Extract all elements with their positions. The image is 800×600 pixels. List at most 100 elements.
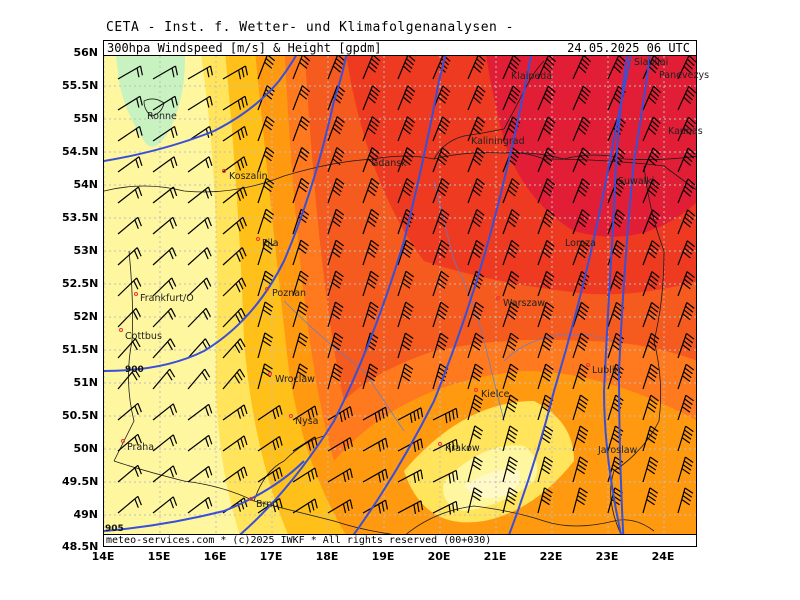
barb-feather — [236, 371, 243, 381]
barb-feather — [648, 278, 657, 286]
map-valid-time: 24.05.2025 06 UTC — [567, 41, 690, 55]
wind-barb — [467, 363, 484, 390]
barb-feather — [385, 407, 389, 417]
barb-feather — [452, 441, 455, 451]
wind-barb — [572, 363, 589, 390]
barb-feather — [301, 116, 310, 123]
barb-feather — [507, 251, 516, 259]
barb-feather — [578, 460, 588, 467]
barb-feather — [650, 394, 659, 402]
wind-barb — [467, 116, 486, 142]
wind-barb — [467, 239, 485, 266]
barb-feather — [472, 251, 481, 259]
wind-barb — [432, 116, 451, 142]
barb-feather — [544, 92, 553, 101]
wind-barb — [152, 434, 178, 452]
barb-feather — [131, 371, 138, 381]
barb-feather — [648, 340, 657, 348]
wind-barb — [502, 178, 520, 204]
barb-feather — [650, 243, 659, 251]
city-dot — [265, 287, 269, 291]
barb-feather — [448, 442, 452, 453]
weather-map: 300hpa Windspeed [m/s] & Height [gpdm] 2… — [103, 40, 697, 547]
barb-feather — [168, 280, 174, 290]
barb-feather — [169, 338, 176, 348]
barb-feather — [204, 368, 211, 378]
wind-barb — [572, 301, 590, 328]
city-label: Koszalin — [229, 171, 268, 182]
barb-feather — [442, 85, 451, 93]
barb-feather — [264, 332, 274, 339]
barb-feather — [682, 313, 691, 321]
barb-feather — [543, 340, 552, 347]
barb-feather — [404, 92, 413, 100]
barb-feather — [205, 499, 210, 509]
lon-label-18: 18E — [315, 550, 339, 563]
wind-barb — [502, 487, 518, 514]
wind-barb — [222, 307, 246, 328]
barb-feather — [581, 58, 590, 66]
barb-feather — [507, 282, 516, 289]
barb-feather — [452, 503, 455, 513]
barb-feather — [512, 54, 521, 62]
barb-feather — [385, 469, 389, 479]
wind-barb — [152, 125, 178, 142]
speed-band — [114, 41, 185, 147]
barb-feather — [512, 147, 521, 155]
barb-feather — [333, 305, 343, 312]
barb-feather — [686, 271, 695, 279]
lon-label-23: 23E — [595, 550, 619, 563]
wind-barb — [257, 270, 274, 297]
wind-barb — [327, 301, 344, 328]
barb-feather — [171, 98, 175, 108]
barb-feather — [544, 336, 553, 344]
barb-feather — [508, 398, 518, 405]
wind-barb — [117, 495, 142, 514]
barb-feather — [439, 154, 448, 162]
wind-barb — [222, 156, 248, 173]
barb-feather — [509, 305, 518, 313]
wind-barb — [502, 425, 519, 452]
barb-feather — [682, 189, 691, 197]
barb-feather — [681, 437, 691, 444]
barb-feather — [683, 402, 692, 409]
barb-feather — [240, 500, 245, 510]
barb-feather — [684, 336, 694, 344]
barb-feather — [646, 406, 656, 413]
barb-feather — [616, 58, 625, 66]
barb-feather — [508, 491, 517, 498]
barb-feather — [441, 209, 450, 216]
wind-barb — [572, 487, 588, 514]
barb-feather — [471, 344, 481, 351]
barb-feather — [473, 487, 483, 494]
barb-feather — [471, 406, 480, 413]
barb-feather — [577, 402, 587, 409]
barb-feather — [473, 247, 482, 255]
barb-feather — [650, 182, 659, 190]
barb-feather — [475, 212, 484, 220]
city-dot — [474, 388, 478, 392]
barb-feather — [682, 375, 691, 382]
barb-feather — [172, 496, 178, 506]
barb-feather — [264, 181, 273, 189]
barb-feather — [438, 185, 447, 193]
barb-feather — [401, 282, 411, 289]
barb-feather — [134, 498, 139, 508]
barb-feather — [263, 123, 272, 131]
copyright-bar: meteo-services.com * (c)2025 IWKF * All … — [104, 534, 696, 546]
barb-feather — [613, 127, 621, 135]
barb-feather — [510, 301, 520, 309]
city-label: Siauliai — [634, 57, 669, 68]
barb-feather — [579, 336, 588, 344]
barb-feather — [168, 250, 174, 260]
lat-label-55: 55N — [73, 112, 98, 125]
barb-feather — [646, 437, 656, 444]
wind-barb — [677, 456, 694, 483]
barb-feather — [139, 65, 144, 76]
barb-feather — [543, 309, 552, 317]
barb-feather — [615, 182, 624, 190]
barb-feather — [543, 491, 552, 498]
barb-feather — [331, 282, 341, 289]
barb-feather — [648, 429, 658, 436]
barb-feather — [650, 274, 659, 282]
